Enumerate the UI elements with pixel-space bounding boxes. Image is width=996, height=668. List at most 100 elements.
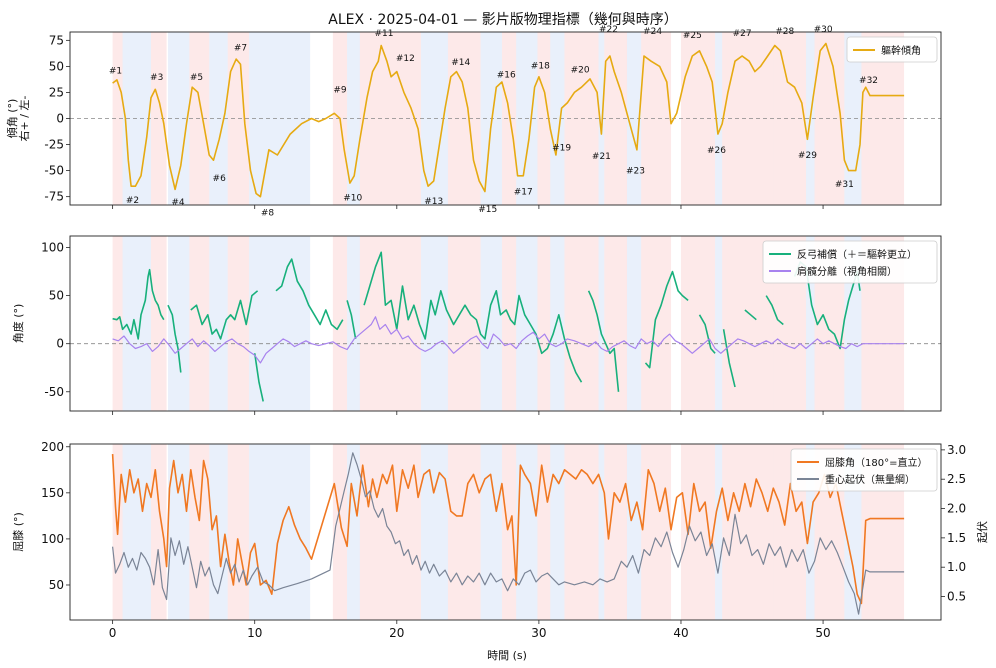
phase-band-blue xyxy=(516,444,538,620)
phase-band-blue xyxy=(420,444,448,620)
x-tick-label: 20 xyxy=(389,626,404,640)
phase-band-blue xyxy=(806,236,815,411)
phase-band-red xyxy=(641,444,672,620)
x-tick-label: 40 xyxy=(673,626,688,640)
phase-band-red xyxy=(359,236,421,411)
cycle-annotation: #4 xyxy=(171,198,185,208)
y-right-tick-label: 0.5 xyxy=(947,590,966,604)
panel-frame xyxy=(69,235,942,412)
panel-knee: 50 100 150 200 0.5 1.0 1.5 2.0 2.5 3.0 0 10 20 30 40 50… xyxy=(12,440,989,640)
y-tick-label: 100 xyxy=(41,241,64,255)
cycle-annotation: #13 xyxy=(424,197,443,207)
phase-band-blue xyxy=(715,444,723,620)
legend: 軀幹傾角 xyxy=(846,36,938,63)
phase-band-blue xyxy=(598,32,605,205)
legend: 屈膝角（180°=直立） 重心起伏（無量綱） xyxy=(790,448,938,492)
cycle-annotation: #18 xyxy=(531,61,550,71)
cycle-annotation: #19 xyxy=(552,144,571,154)
cycle-annotation: #31 xyxy=(835,180,854,190)
cycle-annotation: #8 xyxy=(261,208,275,218)
cycle-annotation: #7 xyxy=(234,44,247,54)
phase-band-blue xyxy=(480,444,502,620)
phase-band-blue xyxy=(806,444,815,620)
cycle-annotation: #25 xyxy=(683,31,702,41)
chart-panels: #1 #2 #3 #4 #5 #6 #7 #8 #9 #10 #11 #12 #13 #14 #15 #16 #… xyxy=(5,25,989,640)
y-tick-label: -25 xyxy=(44,138,64,152)
y-tick-label: 50 xyxy=(49,578,64,592)
phase-band-red xyxy=(501,236,517,411)
phase-band-red xyxy=(112,32,123,205)
phase-band-blue xyxy=(249,236,311,411)
cycle-annotation: #23 xyxy=(626,167,645,177)
phase-band-blue xyxy=(715,236,723,411)
legend: 反弓補償（＋＝驅幹更立） 肩髖分離（視角相關） xyxy=(762,240,938,284)
series-line-knee xyxy=(111,454,905,605)
phase-band-red xyxy=(537,444,551,620)
phase-band-red xyxy=(112,236,123,411)
cycle-annotation: #2 xyxy=(126,196,139,206)
y-tick-label: 150 xyxy=(41,486,64,500)
x-tick-label: 10 xyxy=(247,626,262,640)
phase-band-blue xyxy=(598,444,605,620)
phase-band-blue xyxy=(420,236,448,411)
phase-band-red xyxy=(150,236,167,411)
cycle-annotation: #17 xyxy=(514,187,533,197)
cycle-annotation: #30 xyxy=(814,25,833,35)
legend-box xyxy=(762,240,938,284)
phase-band-blue xyxy=(715,32,723,205)
y-tick-label: 100 xyxy=(41,532,64,546)
legend-box xyxy=(790,448,938,492)
phase-band-red xyxy=(722,444,774,620)
phase-band-blue xyxy=(550,444,565,620)
cycle-annotation: #5 xyxy=(190,73,203,83)
y-right-tick-label: 1.5 xyxy=(947,531,966,545)
phase-band-red xyxy=(501,32,517,205)
phase-band-red xyxy=(150,32,167,205)
y-tick-label: 25 xyxy=(49,85,64,99)
series-line-shoulder xyxy=(112,316,905,364)
phase-band-blue xyxy=(168,444,190,620)
panel-angles: -50 0 50 100 角度 (°) 反弓補償（＋＝驅幹更立） 肩髖分離（視角相關） xyxy=(11,235,942,415)
phase-band-red xyxy=(680,444,716,620)
phase-band-blue xyxy=(168,236,190,411)
cycle-annotation: #11 xyxy=(375,29,394,39)
y-tick-label: 200 xyxy=(41,440,64,454)
y-right-axis-label: 起伏 xyxy=(975,521,989,543)
y-tick-label: 75 xyxy=(49,33,64,47)
cycle-annotation: #12 xyxy=(396,54,415,64)
phase-band-blue xyxy=(516,236,538,411)
y-axis-label: 傾角 (°) xyxy=(5,99,19,139)
cycle-annotation: #9 xyxy=(333,85,347,95)
cycle-annotation: #29 xyxy=(798,151,817,161)
y-tick-label: 50 xyxy=(49,59,64,73)
x-axis-label: 時間 (s) xyxy=(487,649,527,662)
y-right-tick-label: 3.0 xyxy=(947,443,966,457)
phase-band-blue xyxy=(550,32,565,205)
phase-band-red xyxy=(641,236,672,411)
cycle-annotation: #6 xyxy=(213,174,227,184)
phase-band-red xyxy=(564,236,599,411)
phase-band-blue xyxy=(550,236,565,411)
cycle-annotation: #32 xyxy=(859,76,878,86)
cycle-annotation: #20 xyxy=(571,66,590,76)
phase-band-blue xyxy=(249,32,311,205)
legend-label: 屈膝角（180°=直立） xyxy=(825,456,927,469)
legend-box xyxy=(846,36,938,63)
phase-band-red xyxy=(447,444,481,620)
phase-band-red xyxy=(501,444,517,620)
legend-label: 軀幹傾角 xyxy=(881,44,921,57)
cycle-annotation: #21 xyxy=(592,152,611,162)
cycle-annotation: #27 xyxy=(733,29,752,39)
phase-band-red xyxy=(189,236,210,411)
phase-band-blue xyxy=(480,236,502,411)
phase-band-blue xyxy=(122,236,151,411)
cycle-annotation: #22 xyxy=(599,25,618,35)
phase-band-red xyxy=(537,236,551,411)
y-tick-label: 50 xyxy=(49,289,64,303)
phase-band-red xyxy=(359,32,421,205)
cycle-annotation: #3 xyxy=(150,73,163,83)
y-axis-label: 右+ / 左- xyxy=(17,96,31,142)
cycle-annotation: #14 xyxy=(451,58,470,68)
phase-band-red xyxy=(604,444,627,620)
y-tick-label: -50 xyxy=(44,385,64,399)
